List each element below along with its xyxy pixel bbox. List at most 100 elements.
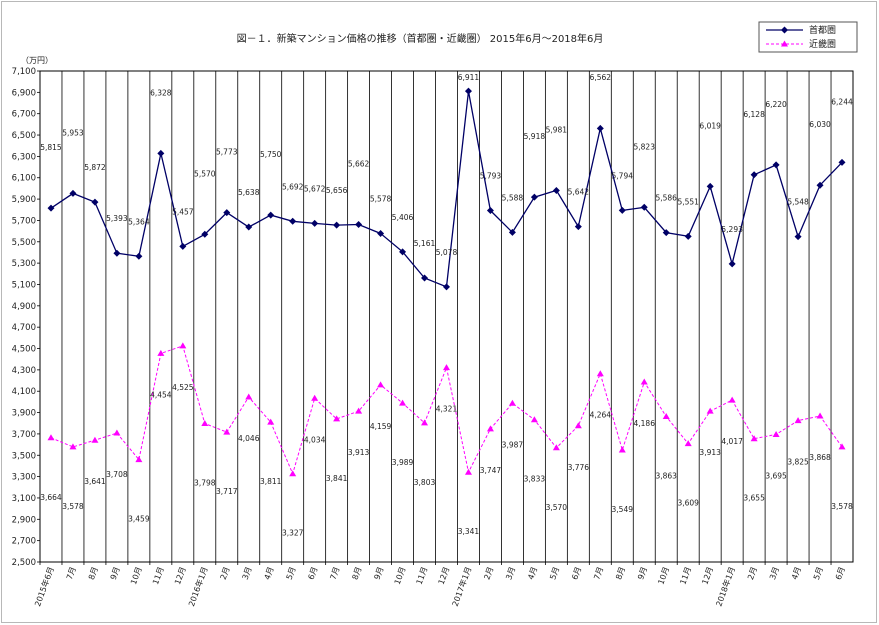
data-label: 3,578 [62, 502, 84, 511]
data-point-marker [750, 435, 758, 442]
data-point-marker [289, 217, 297, 225]
y-unit-label: （万円） [21, 56, 53, 65]
data-point-marker [399, 248, 407, 256]
data-point-marker [464, 87, 472, 95]
data-label: 3,570 [546, 503, 568, 512]
data-label: 5,588 [502, 193, 524, 202]
data-point-marker [355, 407, 363, 414]
y-tick-label: 6,700 [12, 110, 36, 120]
data-label: 4,046 [238, 434, 260, 443]
x-tick-label: 10月 [129, 566, 144, 586]
legend-label-kinki: 近畿圏 [809, 38, 836, 50]
x-tick-label: 3月 [241, 566, 254, 581]
data-point-marker [223, 209, 231, 217]
data-label: 3,987 [502, 440, 524, 449]
data-label: 5,642 [568, 188, 590, 197]
data-point-marker [464, 468, 472, 475]
data-label: 3,641 [84, 477, 106, 486]
data-label: 5,578 [370, 194, 392, 203]
data-label: 5,393 [106, 214, 128, 223]
x-tick-label: 9月 [373, 566, 386, 581]
data-label: 3,655 [743, 494, 765, 503]
data-label: 3,913 [699, 448, 721, 457]
data-label: 3,989 [392, 458, 414, 467]
data-label: 4,159 [370, 422, 392, 431]
data-point-marker [179, 242, 187, 250]
data-label: 3,609 [677, 499, 699, 508]
y-tick-label: 5,100 [12, 280, 36, 290]
x-tick-label: 6月 [307, 566, 320, 581]
x-tick-label: 6月 [570, 566, 583, 581]
data-point-marker [684, 440, 692, 447]
x-tick-label: 2018年1月 [713, 565, 737, 607]
data-point-marker [662, 229, 670, 237]
data-point-marker [508, 228, 516, 236]
x-tick-label: 12月 [700, 566, 715, 586]
data-label: 6,220 [765, 100, 787, 109]
x-tick-label: 4月 [526, 566, 539, 581]
data-point-marker [399, 399, 407, 406]
x-tick-label: 4月 [263, 566, 276, 581]
y-tick-label: 5,900 [12, 195, 36, 205]
data-point-marker [267, 418, 275, 425]
data-point-marker [179, 342, 187, 349]
data-point-marker [728, 260, 736, 268]
data-point-marker [91, 198, 99, 206]
data-label: 4,454 [150, 390, 172, 399]
data-point-marker [684, 232, 692, 240]
y-tick-label: 5,500 [12, 238, 36, 248]
y-tick-label: 6,100 [12, 174, 36, 184]
y-tick-label: 4,100 [12, 387, 36, 397]
data-label: 3,798 [194, 478, 216, 487]
data-point-marker [245, 393, 253, 400]
chart-title: 図－１．新築マンション価格の推移（首都圏・近畿圏） 2015年6月～2018年6… [237, 32, 604, 45]
data-label: 5,638 [238, 188, 260, 197]
data-point-marker [443, 364, 450, 371]
data-label: 5,872 [84, 163, 106, 172]
x-tick-label: 7月 [329, 566, 342, 581]
data-point-marker [311, 394, 319, 401]
data-point-marker [794, 417, 802, 424]
data-label: 5,457 [172, 207, 194, 216]
x-tick-label: 8月 [351, 566, 364, 581]
data-label: 5,551 [677, 197, 699, 206]
legend-label-shutoken: 首都圏 [809, 24, 836, 36]
data-point-marker [772, 430, 780, 437]
data-point-marker [530, 416, 538, 423]
series-line-0 [50, 91, 843, 288]
data-point-marker [706, 182, 714, 190]
data-point-marker [640, 203, 648, 211]
x-tick-label: 9月 [109, 566, 122, 581]
data-label: 5,794 [612, 171, 634, 180]
data-label: 4,034 [304, 435, 326, 444]
y-tick-label: 3,300 [12, 473, 36, 483]
y-tick-label: 6,900 [12, 88, 36, 98]
x-tick-label: 11月 [151, 566, 166, 586]
data-label: 6,019 [699, 121, 721, 130]
data-point-marker [816, 181, 824, 189]
data-label: 5,078 [436, 248, 458, 257]
data-label: 3,811 [260, 477, 282, 486]
x-tick-label: 11月 [678, 566, 693, 586]
plot-border [39, 70, 854, 563]
data-point-marker [91, 436, 99, 443]
x-tick-label: 3月 [504, 566, 517, 581]
data-point-marker [157, 149, 165, 157]
data-label: 5,823 [634, 142, 656, 151]
x-tick-label: 7月 [65, 566, 78, 581]
x-tick-label: 9月 [636, 566, 649, 581]
data-label: 5,773 [216, 148, 238, 157]
data-label: 3,717 [216, 487, 238, 496]
data-label: 3,549 [612, 505, 634, 514]
x-tick-label: 2月 [482, 566, 495, 581]
data-point-marker [201, 419, 209, 426]
data-label: 5,570 [194, 169, 216, 178]
data-label: 3,708 [106, 470, 128, 479]
data-point-marker [157, 349, 165, 356]
x-tick-label: 6月 [834, 566, 847, 581]
data-label: 6,030 [809, 120, 831, 129]
data-label: 4,017 [721, 437, 743, 446]
y-tick-label: 4,500 [12, 345, 36, 355]
data-label: 3,341 [458, 527, 480, 536]
